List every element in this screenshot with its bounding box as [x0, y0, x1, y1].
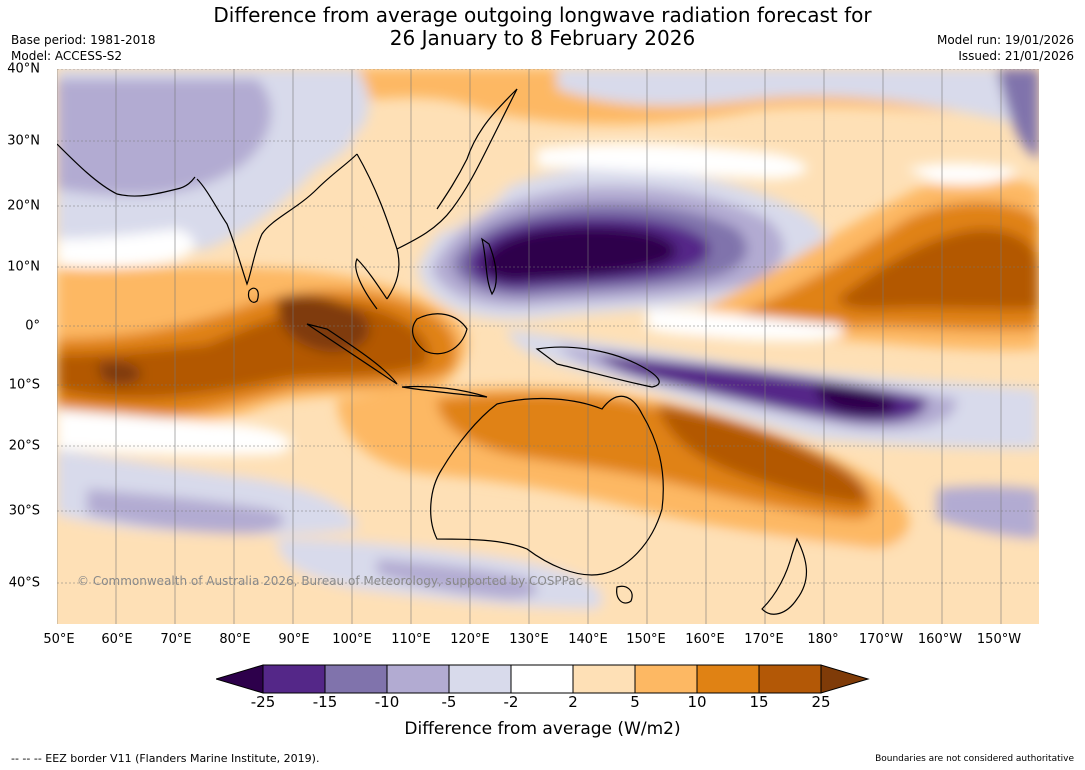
lon-label: 110°E — [391, 632, 431, 647]
base-period: Base period: 1981-2018 — [11, 33, 156, 47]
lon-label: 160°E — [685, 632, 725, 647]
anomaly-contour — [537, 143, 807, 179]
anomaly-contour — [87, 489, 285, 534]
title-line-1: Difference from average outgoing longwav… — [213, 3, 872, 27]
eez-legend: -- -- -- EEZ border V11 (Flanders Marine… — [11, 752, 320, 765]
coastline-srilanka — [247, 287, 259, 303]
anomaly-contour — [937, 486, 1039, 539]
coastline-new-guinea — [535, 346, 660, 388]
copyright-notice: © Commonwealth of Australia 2026, Bureau… — [77, 574, 583, 588]
lon-label: 150°W — [976, 632, 1022, 647]
colorbar-title: Difference from average (W/m2) — [404, 719, 681, 739]
lat-label-20n: 20°N — [7, 198, 40, 214]
colorbar-tick: -25 — [250, 693, 276, 711]
colorbar-tick: 25 — [811, 693, 831, 711]
colorbar-segment — [324, 664, 388, 694]
colorbar-segment — [634, 664, 698, 694]
lat-label-10s: 10°S — [8, 377, 40, 393]
model-name: Model: ACCESS-S2 — [11, 49, 123, 63]
lon-label: 90°E — [278, 632, 310, 647]
colorbar-segment — [448, 664, 512, 694]
anomaly-contour — [657, 404, 867, 504]
lon-label: 160°W — [917, 632, 963, 647]
anomaly-contour — [907, 163, 1017, 186]
map-panel — [57, 69, 1039, 624]
coastline-southeast-asia — [356, 88, 518, 300]
title-line-2: 26 January to 8 February 2026 — [389, 26, 696, 50]
gridlines — [57, 69, 1039, 624]
lon-label: 170°W — [858, 632, 904, 647]
coastline-china-coast — [436, 88, 518, 210]
anomaly-contour — [57, 409, 292, 456]
anomaly-contour — [837, 228, 1039, 310]
lon-label: 150°E — [626, 632, 666, 647]
lon-label: 120°E — [450, 632, 490, 647]
coastline-arabia — [57, 143, 196, 197]
colorbar-segment — [386, 664, 450, 694]
anomaly-contour — [97, 361, 142, 385]
anomaly-contour — [277, 295, 370, 353]
coastline-borneo — [411, 313, 468, 355]
lat-label-20s: 20°S — [8, 438, 40, 454]
lon-label: 170°E — [744, 632, 784, 647]
lon-label: 60°E — [101, 632, 133, 647]
lat-label-10n: 10°N — [7, 259, 40, 275]
anomaly-contour — [57, 79, 272, 196]
lon-label: 130°E — [509, 632, 549, 647]
lat-label-30n: 30°N — [7, 133, 40, 149]
lat-label-40s: 40°S — [8, 575, 40, 591]
lon-label: 100°E — [332, 632, 372, 647]
colorbar-tick: -2 — [503, 693, 519, 711]
coastline-australia — [430, 395, 664, 576]
model-run: Model run: 19/01/2026 — [936, 33, 1074, 47]
colorbar-tick: -10 — [374, 693, 400, 711]
anomaly-contour — [997, 69, 1039, 159]
coastlines — [57, 88, 808, 615]
anomaly-contour — [557, 69, 1039, 129]
anomaly-contour — [57, 229, 195, 268]
coastline-tasmania — [616, 585, 633, 604]
anomaly-contour — [647, 309, 845, 341]
meta-right: Model run: 19/01/2026 Issued: 21/01/2026 — [937, 32, 1074, 64]
coastline-sumatra — [306, 323, 398, 385]
lat-label-30s: 30°S — [8, 503, 40, 519]
lon-label: 140°E — [568, 632, 608, 647]
colorbar-segment — [572, 664, 636, 694]
colorbar-tick: 10 — [687, 693, 707, 711]
lon-label: 80°E — [219, 632, 251, 647]
boundary-disclaimer: Boundaries are not considered authoritat… — [875, 754, 1074, 764]
lon-label: 50°E — [43, 632, 75, 647]
anomaly-contour — [816, 384, 897, 416]
issued-date: Issued: 21/01/2026 — [958, 49, 1074, 63]
colorbar-segment — [216, 664, 264, 694]
colorbar-segment — [758, 664, 822, 694]
anomaly-contour — [482, 226, 677, 281]
lon-label: 180° — [807, 632, 839, 647]
lat-label-40n: 40°N — [7, 61, 40, 77]
lon-label: 70°E — [160, 632, 192, 647]
colorbar-tick: 15 — [749, 693, 769, 711]
coastline-java — [401, 385, 488, 398]
coastline-philippines — [481, 237, 497, 296]
meta-left: Base period: 1981-2018 Model: ACCESS-S2 — [11, 32, 156, 64]
colorbar-tick: -15 — [312, 693, 338, 711]
map-title: Difference from average outgoing longwav… — [0, 4, 1085, 50]
anomaly-contour — [377, 559, 538, 599]
coastline-new-zealand — [761, 537, 808, 615]
colorbar — [216, 664, 870, 694]
coastline-india — [196, 153, 358, 286]
colorbar-segment — [696, 664, 760, 694]
coastline-malay-peninsula — [355, 257, 388, 310]
colorbar-tick: 2 — [568, 693, 578, 711]
colorbar-tick: 5 — [630, 693, 640, 711]
colorbar-segment — [820, 664, 870, 694]
anomaly-map — [57, 69, 1039, 624]
colorbar-segment — [510, 664, 574, 694]
colorbar-segment — [262, 664, 326, 694]
lat-label-0: 0° — [25, 318, 40, 334]
colorbar-tick: -5 — [441, 693, 457, 711]
